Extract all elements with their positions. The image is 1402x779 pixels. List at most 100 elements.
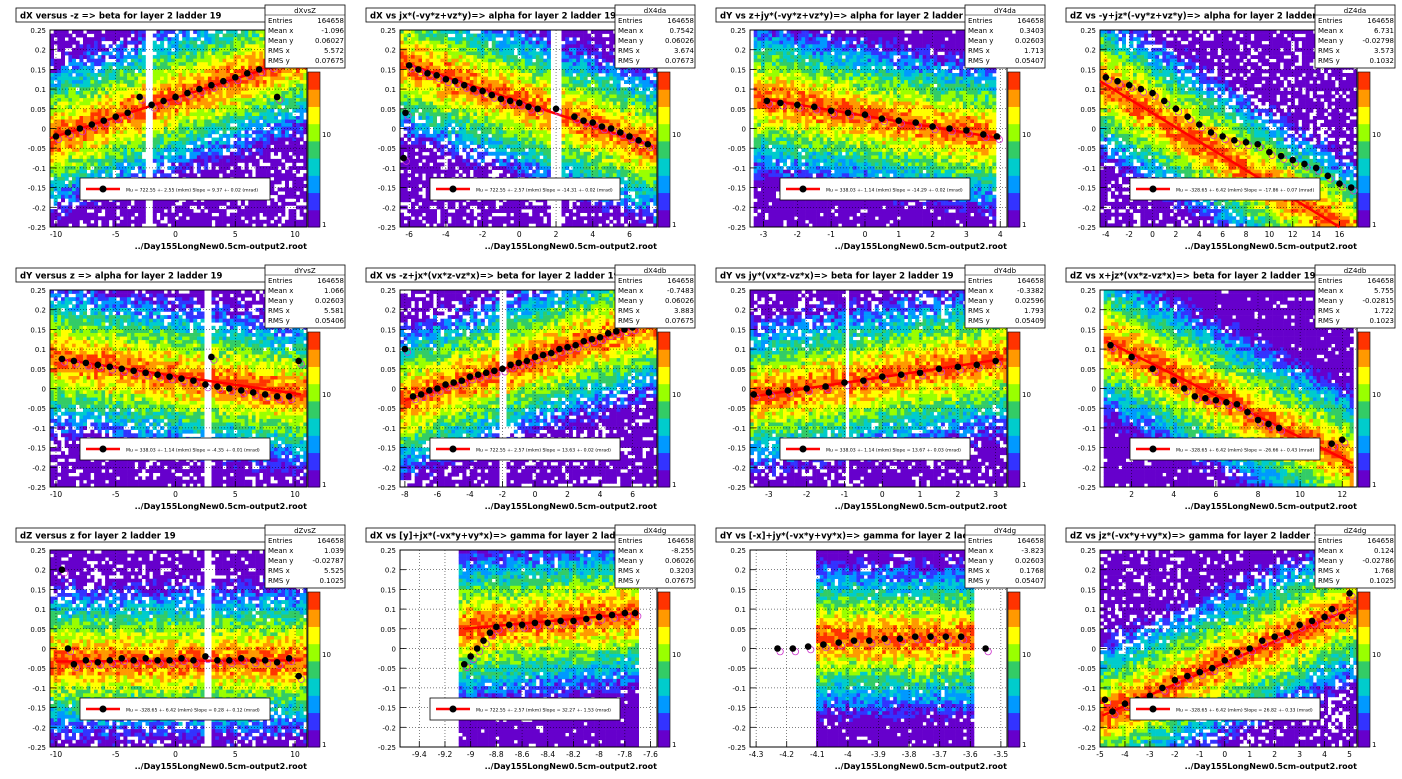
heatmap-cell [101, 133, 106, 138]
heatmap-cell [296, 169, 300, 174]
heatmap-cell [72, 116, 76, 120]
heatmap-cell [123, 37, 128, 42]
heatmap-cell [83, 144, 87, 149]
heatmap-cell [163, 223, 168, 228]
heatmap-cell [285, 69, 289, 74]
heatmap-cell [491, 223, 496, 228]
heatmap-cell [499, 173, 504, 178]
heatmap-cell [178, 119, 183, 124]
heatmap-cell [422, 137, 426, 142]
heatmap-cell [491, 44, 496, 49]
heatmap-cell [513, 37, 518, 42]
heatmap-cell [207, 62, 212, 67]
heatmap-cell [123, 98, 128, 102]
heatmap-cell [433, 33, 437, 38]
heatmap-cell [506, 151, 511, 156]
profile-point [160, 97, 167, 105]
heatmap-cell [134, 30, 139, 34]
heatmap-cell [94, 83, 99, 88]
heatmap-cell [215, 158, 220, 163]
heatmap-cell [425, 169, 430, 174]
heatmap-cell [447, 51, 452, 56]
heatmap-cell [72, 151, 76, 156]
heatmap-cell [196, 162, 201, 167]
heatmap-cell [211, 123, 216, 127]
heatmap-cell [488, 116, 493, 120]
heatmap-cell [105, 30, 110, 34]
heatmap-cell [53, 105, 58, 110]
heatmap-cell [64, 166, 69, 170]
heatmap-cell [116, 101, 121, 106]
heatmap-cell [411, 98, 415, 102]
heatmap-cell [277, 205, 282, 210]
heatmap-cell [163, 51, 168, 56]
heatmap-cell [270, 73, 275, 77]
heatmap-cell [226, 73, 231, 77]
heatmap-cell [61, 44, 65, 49]
heatmap-cell [440, 201, 445, 206]
heatmap-cell [466, 173, 471, 178]
heatmap-cell [425, 112, 430, 117]
heatmap-cell [119, 33, 124, 38]
heatmap-cell [488, 33, 493, 38]
heatmap-cell [196, 130, 201, 135]
heatmap-cell [123, 80, 128, 84]
heatmap-cell [167, 65, 172, 70]
heatmap-cell [274, 133, 278, 138]
heatmap-cell [303, 158, 308, 163]
heatmap-cell [178, 101, 183, 106]
heatmap-cell [429, 37, 434, 42]
heatmap-cell [68, 123, 73, 127]
heatmap-cell [403, 173, 408, 178]
heatmap-cell [152, 133, 157, 138]
heatmap-cell [270, 130, 275, 135]
heatmap-cell [226, 83, 231, 88]
heatmap-cell [414, 40, 419, 45]
heatmap-cell [458, 101, 463, 106]
heatmap-cell [296, 119, 300, 124]
heatmap-cell [510, 80, 515, 84]
heatmap-cell [57, 201, 62, 206]
heatmap-cell [299, 83, 304, 88]
heatmap-cell [200, 209, 205, 213]
heatmap-cell [215, 90, 220, 95]
heatmap-cell [97, 101, 102, 106]
heatmap-cell [296, 76, 300, 81]
heatmap-cell [270, 119, 275, 124]
heatmap-cell [477, 169, 482, 174]
heatmap-cell [491, 162, 496, 167]
heatmap-cell [411, 133, 415, 138]
heatmap-cell [462, 30, 467, 34]
heatmap-cell [266, 209, 271, 213]
heatmap-cell [101, 101, 106, 106]
heatmap-cell [123, 40, 128, 45]
heatmap-cell [262, 212, 267, 217]
heatmap-cell [425, 90, 430, 95]
heatmap-cell [134, 216, 139, 221]
heatmap-cell [513, 55, 518, 59]
heatmap-cell [83, 166, 87, 170]
heatmap-cell [196, 201, 201, 206]
heatmap-cell [480, 201, 485, 206]
heatmap-cell [288, 105, 293, 110]
heatmap-cell [436, 123, 441, 127]
heatmap-cell [477, 51, 482, 56]
heatmap-cell [414, 101, 419, 106]
heatmap-cell [400, 69, 404, 74]
heatmap-cell [488, 98, 493, 102]
heatmap-cell [160, 51, 165, 56]
heatmap-cell [182, 30, 187, 34]
heatmap-cell [138, 162, 143, 167]
heatmap-cell [204, 62, 209, 67]
heatmap-cell [400, 58, 404, 63]
heatmap-cell [259, 80, 264, 84]
heatmap-cell [259, 130, 264, 135]
heatmap-cell [433, 94, 437, 99]
heatmap-cell [138, 37, 143, 42]
heatmap-cell [296, 137, 300, 142]
heatmap-cell [281, 194, 286, 199]
heatmap-cell [171, 40, 176, 45]
heatmap-cell [189, 69, 194, 74]
heatmap-cell [171, 216, 176, 221]
heatmap-cell [196, 94, 201, 99]
